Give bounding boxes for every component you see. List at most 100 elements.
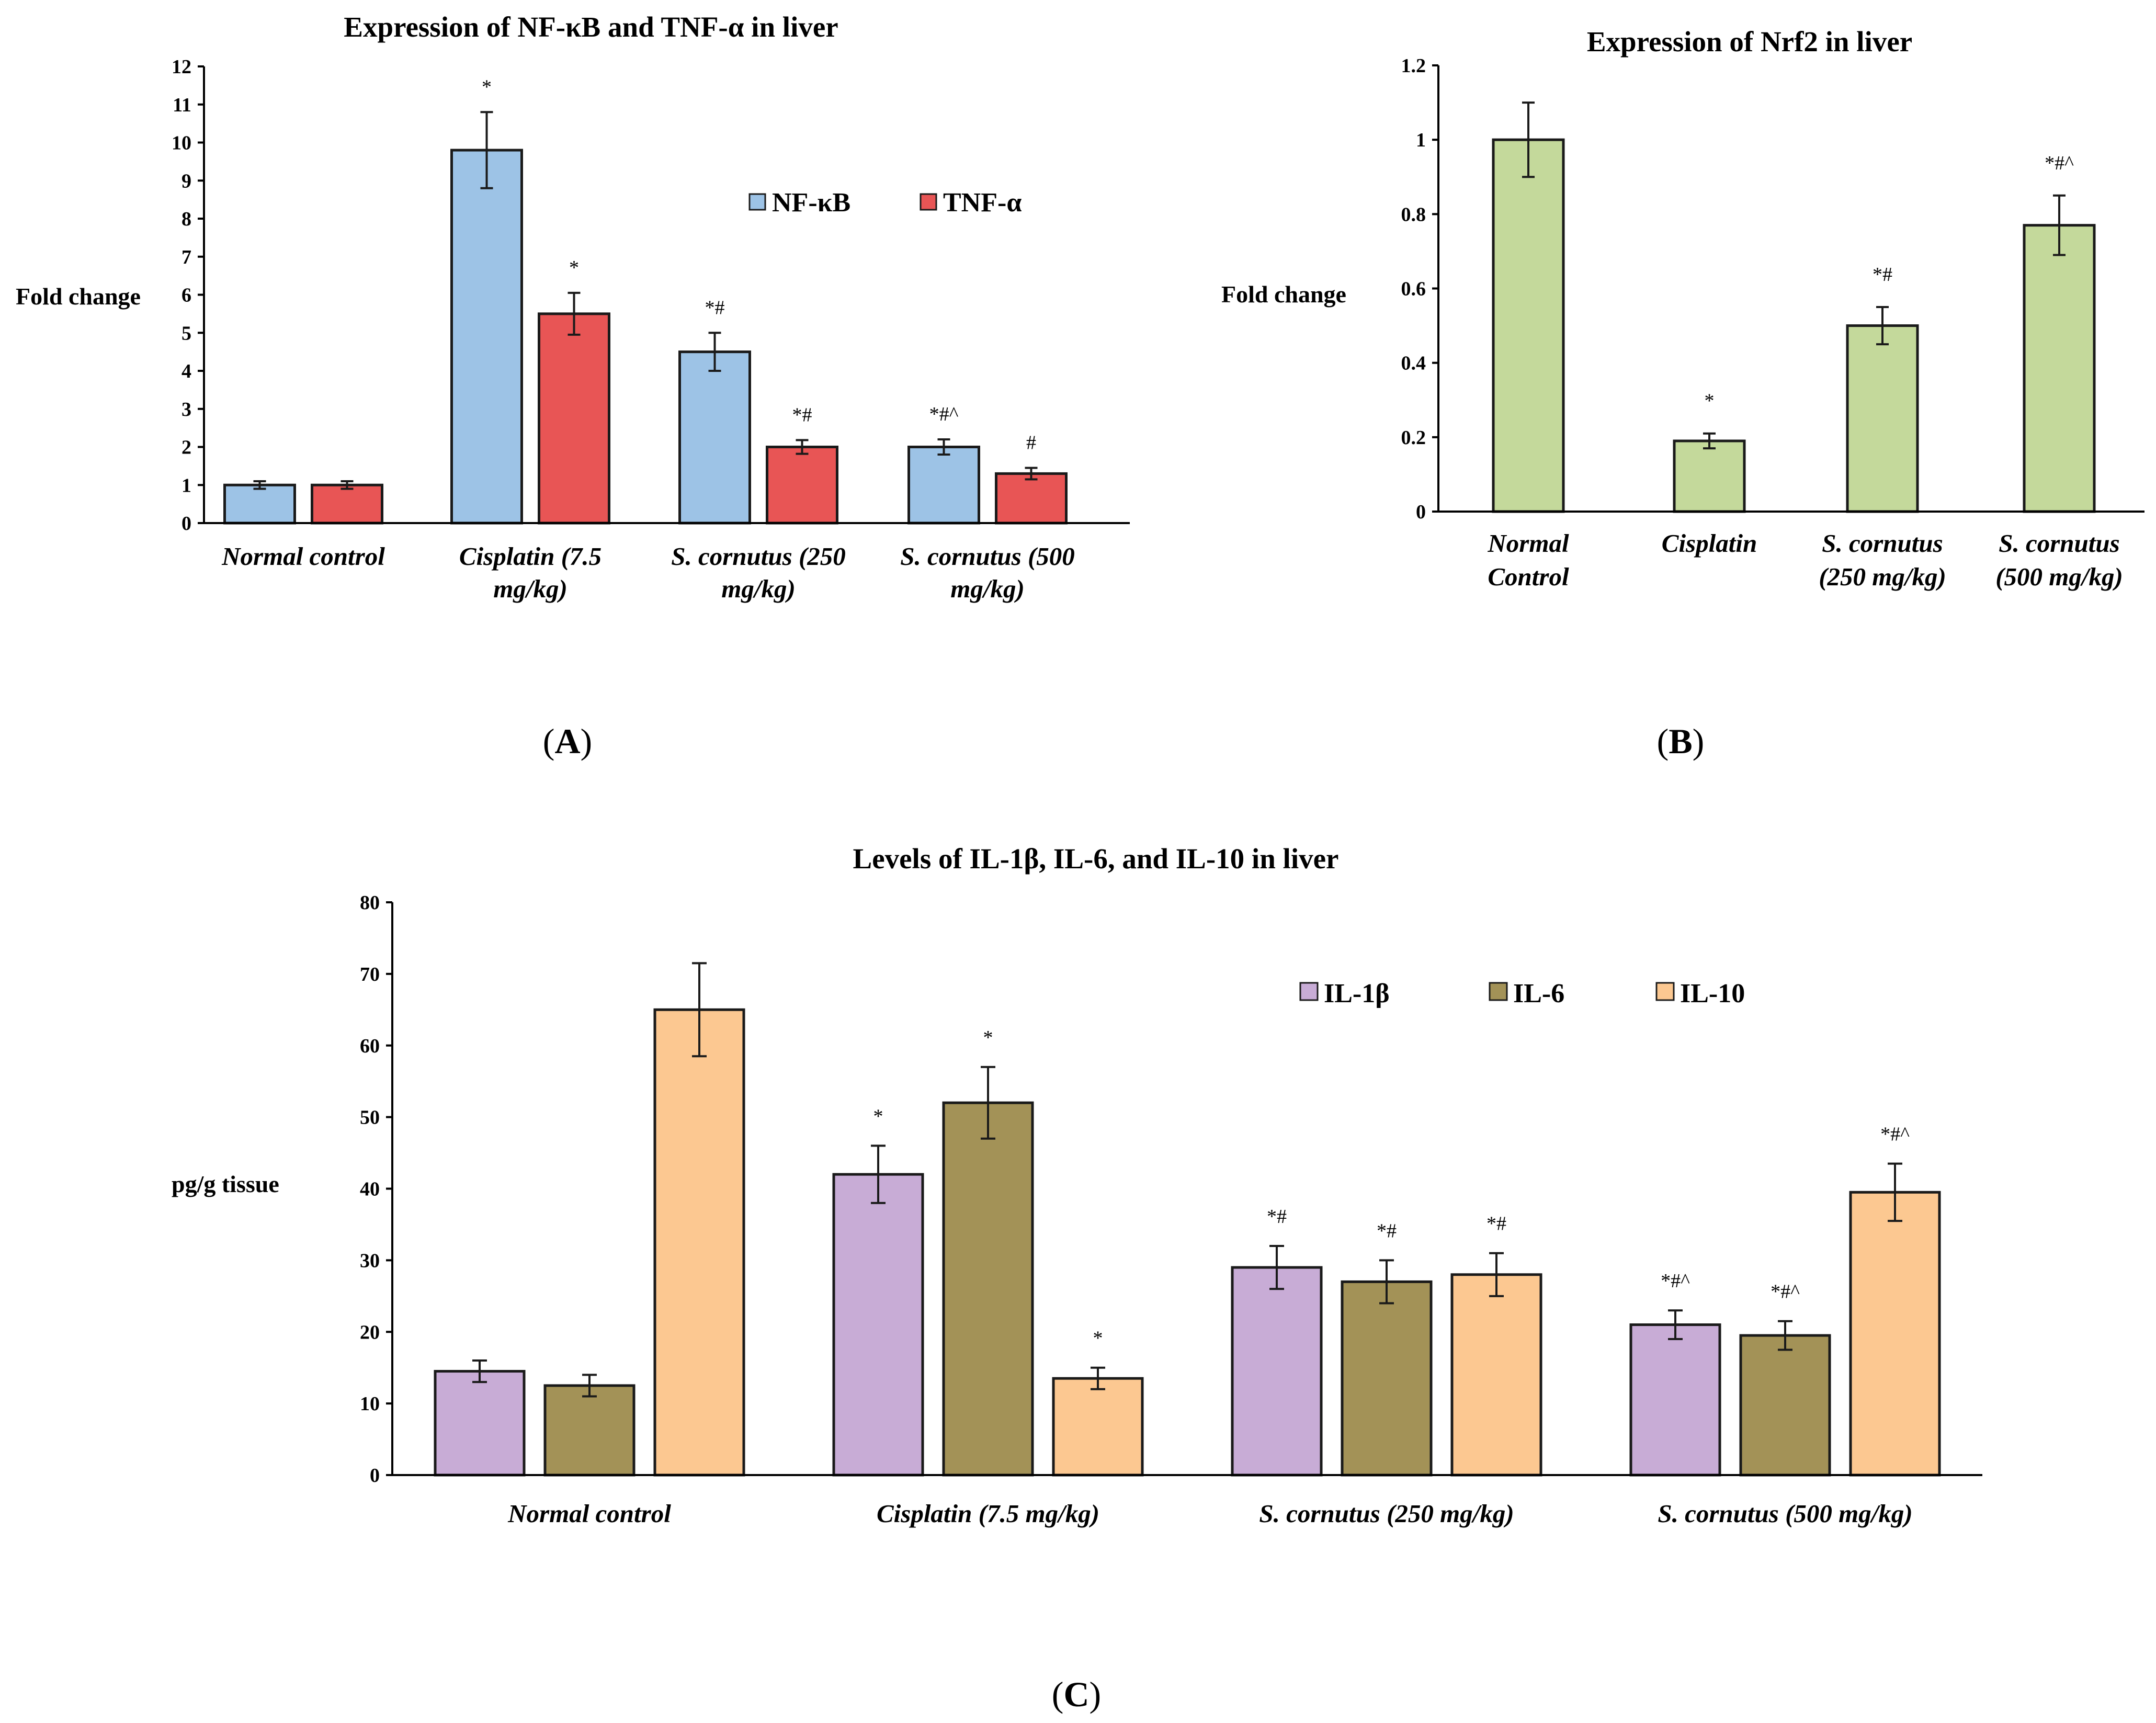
chart-c-legend: IL-1β IL-6 IL-10 (1299, 979, 1745, 1008)
chart-b-bar (1492, 138, 1565, 513)
chart-a-y-tick-label: 10 (172, 132, 191, 154)
chart-c-significance-label: *#^ (1661, 1270, 1690, 1292)
chart-b-bar (1846, 324, 1919, 513)
chart-a-bar (766, 446, 838, 525)
chart-c-bar (1849, 1191, 1941, 1477)
chart-b-category-label: S. cornutus (1822, 529, 1943, 558)
chart-a-y-axis-label: Fold change (16, 283, 141, 310)
chart-c-legend-swatch-il6 (1489, 982, 1508, 1001)
chart-c-y-ticks: 0 10 20 30 40 50 60 70 80 (360, 892, 392, 1487)
chart-b: Expression of Nrf2 in liver Fold change … (1221, 26, 2144, 761)
chart-a-y-tick-label: 5 (181, 322, 191, 344)
panel-letter: C (1063, 1674, 1089, 1714)
panel-paren-open: ( (1052, 1674, 1064, 1714)
panel-letter: B (1669, 721, 1692, 761)
chart-a-bar (907, 446, 980, 525)
chart-a-panel-label: (A) (543, 721, 592, 761)
chart-c-y-tick-label: 20 (360, 1321, 380, 1343)
chart-a-category-label: mg/kg) (493, 574, 568, 603)
chart-b-significance-label: *#^ (2045, 152, 2074, 174)
chart-a-y-tick-label: 2 (181, 437, 191, 459)
chart-a-legend-swatch-nfkb (748, 193, 766, 211)
chart-c-legend-label-il1b: IL-1β (1324, 979, 1390, 1008)
chart-c-significance-label: *#^ (1771, 1281, 1800, 1303)
chart-c-y-tick-label: 50 (360, 1107, 380, 1129)
chart-a: Expression of NF-κB and TNF-α in liver F… (16, 11, 1130, 761)
chart-c-category-label: Normal control (507, 1499, 671, 1528)
chart-a-significance-label: * (482, 76, 492, 98)
chart-c-significance-label: *#^ (1880, 1124, 1910, 1146)
chart-b-panel-label: (B) (1657, 721, 1705, 761)
chart-b-categories: Normal Control Cisplatin S. cornutus (250 mg… (1487, 529, 2123, 591)
chart-c-significance-label: * (873, 1105, 883, 1127)
chart-a-legend-label-tnfa: TNF-α (943, 188, 1022, 218)
chart-a-significance-label: *# (792, 404, 812, 426)
chart-a-category-label: mg/kg) (950, 574, 1025, 603)
chart-c-y-tick-label: 0 (370, 1465, 380, 1487)
chart-c-significance-label: * (983, 1027, 993, 1049)
chart-b-title: Expression of Nrf2 in liver (1587, 26, 1912, 58)
chart-c-bar (942, 1101, 1034, 1477)
chart-c-y-tick-label: 10 (360, 1393, 380, 1415)
chart-c-bar (1739, 1334, 1831, 1477)
chart-a-legend-label-nfkb: NF-κB (772, 188, 850, 218)
chart-c-category-label: Cisplatin (7.5 mg/kg) (877, 1499, 1099, 1528)
chart-c-bar (434, 1370, 526, 1477)
chart-a-y-tick-label: 1 (181, 474, 191, 496)
chart-c: Levels of IL-1β, IL-6, and IL-10 in live… (172, 843, 1982, 1714)
chart-b-category-label: Control (1488, 562, 1569, 591)
chart-a-bar (223, 483, 296, 525)
chart-b-category-label: Normal (1487, 529, 1569, 558)
chart-b-bars: * *# *#^ (1492, 101, 2096, 513)
chart-a-y-tick-label: 0 (181, 513, 191, 535)
chart-c-y-tick-label: 40 (360, 1178, 380, 1200)
chart-a-category-label: Cisplatin (7.5 (459, 542, 602, 571)
chart-a-bar (450, 149, 523, 525)
chart-a-significance-label: * (569, 257, 579, 279)
chart-b-category-label: (500 mg/kg) (1995, 562, 2123, 591)
chart-c-legend-label-il10: IL-10 (1680, 979, 1745, 1008)
chart-a-y-tick-label: 6 (181, 285, 191, 307)
chart-b-y-tick-label: 1 (1416, 129, 1426, 151)
chart-c-bar (832, 1173, 924, 1477)
chart-c-significance-label: *# (1377, 1220, 1397, 1242)
chart-c-bar (1231, 1266, 1323, 1477)
chart-b-y-tick-label: 0.4 (1401, 353, 1426, 375)
chart-c-category-label: S. cornutus (250 mg/kg) (1259, 1499, 1514, 1528)
chart-a-bars: * * *# *# *#^ # (223, 76, 1068, 525)
chart-c-y-tick-label: 70 (360, 963, 380, 985)
chart-a-category-label: S. cornutus (250 (671, 542, 846, 571)
chart-c-legend-swatch-il1b (1299, 982, 1319, 1001)
chart-a-y-tick-label: 11 (173, 94, 191, 116)
chart-c-bar (1450, 1273, 1542, 1477)
chart-a-y-tick-label: 7 (181, 246, 191, 268)
chart-b-category-label: Cisplatin (1662, 529, 1757, 558)
chart-c-y-axis-label: pg/g tissue (172, 1171, 279, 1197)
chart-b-y-tick-label: 0.6 (1401, 278, 1426, 300)
chart-a-category-label: S. cornutus (500 (900, 542, 1075, 571)
chart-a-categories: Normal control Cisplatin (7.5 mg/kg) S. cor… (221, 542, 1075, 603)
chart-c-significance-label: *# (1486, 1213, 1506, 1235)
chart-b-category-label: (250 mg/kg) (1819, 562, 1946, 591)
chart-c-bar (653, 1008, 745, 1477)
panel-paren-close: ) (1693, 721, 1705, 761)
chart-a-category-label: Normal control (221, 542, 385, 571)
chart-c-bar (1052, 1377, 1144, 1477)
chart-a-bar (995, 472, 1068, 525)
chart-b-significance-label: *# (1873, 264, 1892, 286)
chart-b-significance-label: * (1705, 390, 1715, 412)
chart-a-y-tick-label: 3 (181, 399, 191, 421)
chart-b-y-tick-label: 1.2 (1401, 55, 1426, 77)
chart-c-y-tick-label: 30 (360, 1250, 380, 1272)
chart-c-legend-label-il6: IL-6 (1513, 979, 1564, 1008)
chart-c-panel-label: (C) (1052, 1674, 1101, 1714)
chart-c-y-tick-label: 60 (360, 1035, 380, 1057)
chart-b-bar (1673, 439, 1746, 513)
panel-letter: A (554, 721, 580, 761)
chart-c-bar (543, 1384, 636, 1477)
chart-a-legend: NF-κB TNF-α (748, 188, 1022, 218)
panel-paren-close: ) (581, 721, 593, 761)
chart-c-categories: Normal control Cisplatin (7.5 mg/kg) S. co… (507, 1499, 1913, 1528)
